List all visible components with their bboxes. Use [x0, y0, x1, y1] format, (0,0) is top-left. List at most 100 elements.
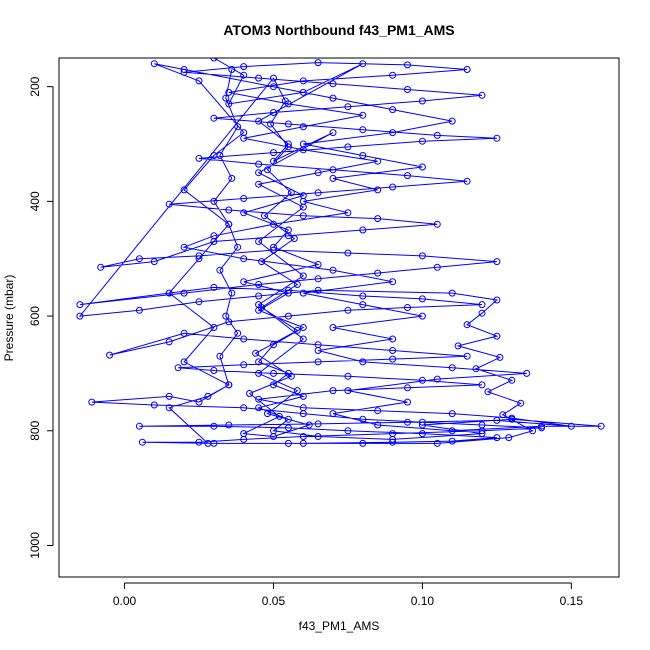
data-point	[240, 71, 248, 79]
data-point	[472, 365, 480, 373]
data-point	[150, 258, 158, 266]
series-line	[78, 58, 602, 444]
data-point	[195, 77, 203, 85]
data-point	[463, 352, 471, 360]
data-point	[359, 60, 367, 68]
data-point	[180, 68, 188, 76]
data-point	[359, 226, 367, 234]
data-point	[374, 186, 382, 194]
data-point	[261, 212, 268, 220]
data-point	[329, 166, 337, 174]
data-point	[448, 410, 456, 418]
data-point	[404, 86, 411, 93]
data-point	[493, 332, 501, 340]
data-point	[418, 312, 426, 320]
data-point	[496, 353, 504, 361]
data-point	[359, 152, 367, 159]
data-point	[88, 398, 96, 406]
data-point	[275, 412, 283, 420]
data-point	[314, 341, 322, 349]
data-point	[344, 372, 352, 380]
data-point	[478, 381, 486, 389]
data-point	[267, 120, 274, 128]
data-point	[359, 439, 367, 447]
data-point	[329, 94, 337, 102]
data-point	[228, 289, 236, 297]
data-point	[389, 183, 397, 191]
data-point	[374, 215, 382, 223]
data-point	[478, 430, 486, 438]
data-point	[150, 401, 158, 409]
data-point	[195, 252, 203, 260]
data-point	[418, 430, 426, 438]
data-point	[240, 335, 248, 343]
data-point	[138, 438, 146, 446]
data-point	[517, 399, 525, 407]
data-point	[418, 137, 426, 145]
data-point	[389, 129, 397, 137]
data-point	[299, 433, 307, 440]
data-point	[97, 263, 105, 271]
data-point	[389, 347, 397, 354]
data-point	[344, 103, 352, 111]
data-point	[418, 97, 426, 105]
data-point	[210, 238, 218, 245]
data-point	[270, 433, 277, 440]
data-point	[284, 289, 292, 297]
data-point	[389, 278, 397, 286]
data-point	[135, 255, 143, 263]
data-point	[284, 120, 292, 128]
x-tick-label: 0.05	[262, 594, 286, 608]
data-point	[293, 281, 301, 288]
data-point	[240, 63, 248, 71]
y-tick-label: 600	[28, 306, 42, 326]
data-point	[225, 88, 233, 96]
y-axis: 200 400 600 800 1000	[28, 76, 54, 559]
data-point	[359, 358, 367, 366]
data-point	[374, 421, 382, 429]
data-point	[255, 180, 263, 188]
data-point	[433, 439, 441, 447]
data-point	[293, 387, 301, 395]
data-point	[344, 427, 352, 435]
y-tick-label: 1000	[28, 532, 42, 559]
data-point	[404, 304, 411, 311]
data-point	[567, 422, 575, 430]
series-points	[76, 58, 605, 447]
data-point	[270, 220, 277, 228]
data-point	[523, 369, 531, 377]
data-point	[255, 74, 263, 82]
data-point	[418, 295, 426, 303]
data-point	[240, 404, 248, 412]
data-point	[270, 341, 277, 349]
data-layer	[76, 58, 605, 447]
data-point	[210, 58, 218, 62]
data-point	[389, 355, 397, 363]
data-point	[270, 83, 277, 91]
data-point	[106, 351, 114, 359]
data-point	[210, 367, 218, 374]
data-point	[538, 424, 546, 432]
chart-title: ATOM3 Northbound f43_PM1_AMS	[223, 22, 454, 38]
data-point	[204, 392, 212, 400]
data-point	[135, 306, 143, 314]
data-point	[165, 200, 173, 208]
data-point	[234, 329, 242, 337]
data-point	[529, 427, 537, 435]
data-point	[195, 255, 203, 263]
data-point	[448, 437, 456, 445]
data-point	[299, 324, 307, 331]
data-point	[225, 318, 233, 326]
data-point	[264, 410, 271, 418]
data-point	[290, 235, 298, 243]
data-point	[270, 149, 277, 157]
data-point	[389, 335, 397, 343]
data-point	[258, 304, 266, 311]
data-point	[299, 146, 307, 154]
data-point	[240, 209, 248, 217]
x-tick-label: 0.15	[560, 594, 584, 608]
data-point	[493, 134, 501, 142]
data-point	[255, 369, 263, 377]
data-point	[287, 372, 295, 380]
